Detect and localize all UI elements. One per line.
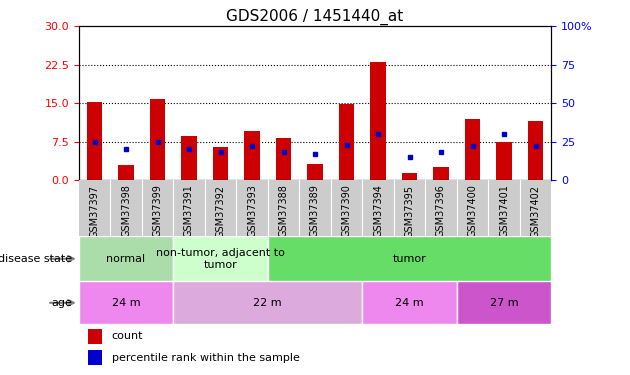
Bar: [370, 62, 386, 180]
Bar: [79, 281, 173, 324]
Bar: [457, 281, 551, 324]
Text: 24 m: 24 m: [395, 298, 424, 308]
Text: GSM37392: GSM37392: [215, 184, 226, 237]
Text: GSM37402: GSM37402: [530, 184, 541, 237]
Bar: [87, 102, 102, 180]
Text: 22 m: 22 m: [253, 298, 282, 308]
Text: age: age: [52, 298, 72, 308]
Text: GSM37394: GSM37394: [373, 184, 383, 237]
Text: GSM37396: GSM37396: [436, 184, 446, 237]
Bar: [339, 104, 354, 180]
Bar: [433, 167, 449, 180]
Bar: [496, 142, 512, 180]
Text: normal: normal: [106, 254, 146, 264]
Text: GSM37395: GSM37395: [404, 184, 415, 237]
Text: count: count: [112, 332, 143, 342]
Bar: [465, 118, 480, 180]
Text: tumor: tumor: [392, 254, 427, 264]
Text: GSM37401: GSM37401: [499, 184, 509, 237]
Bar: [79, 236, 173, 281]
Bar: [88, 328, 102, 344]
Bar: [528, 121, 543, 180]
Bar: [173, 281, 362, 324]
Bar: [276, 138, 291, 180]
Title: GDS2006 / 1451440_at: GDS2006 / 1451440_at: [226, 9, 404, 25]
Bar: [213, 147, 228, 180]
Bar: [181, 136, 197, 180]
Text: GSM37388: GSM37388: [278, 184, 289, 237]
Text: GSM37389: GSM37389: [310, 184, 320, 237]
Text: non-tumor, adjacent to
tumor: non-tumor, adjacent to tumor: [156, 248, 285, 270]
Bar: [118, 165, 134, 180]
Text: GSM37398: GSM37398: [121, 184, 131, 237]
Text: GSM37400: GSM37400: [467, 184, 478, 237]
Bar: [268, 236, 551, 281]
Text: percentile rank within the sample: percentile rank within the sample: [112, 353, 300, 363]
Text: GSM37393: GSM37393: [247, 184, 257, 237]
Bar: [307, 164, 323, 180]
Text: 24 m: 24 m: [112, 298, 140, 308]
Bar: [244, 131, 260, 180]
Text: GSM37397: GSM37397: [89, 184, 100, 237]
Text: 27 m: 27 m: [490, 298, 518, 308]
Text: disease state: disease state: [0, 254, 72, 264]
Bar: [362, 281, 457, 324]
Bar: [88, 350, 102, 365]
Text: GSM37391: GSM37391: [184, 184, 194, 237]
Bar: [402, 173, 417, 180]
Bar: [173, 236, 268, 281]
Bar: [150, 99, 165, 180]
Text: GSM37390: GSM37390: [341, 184, 352, 237]
Text: GSM37399: GSM37399: [152, 184, 163, 237]
